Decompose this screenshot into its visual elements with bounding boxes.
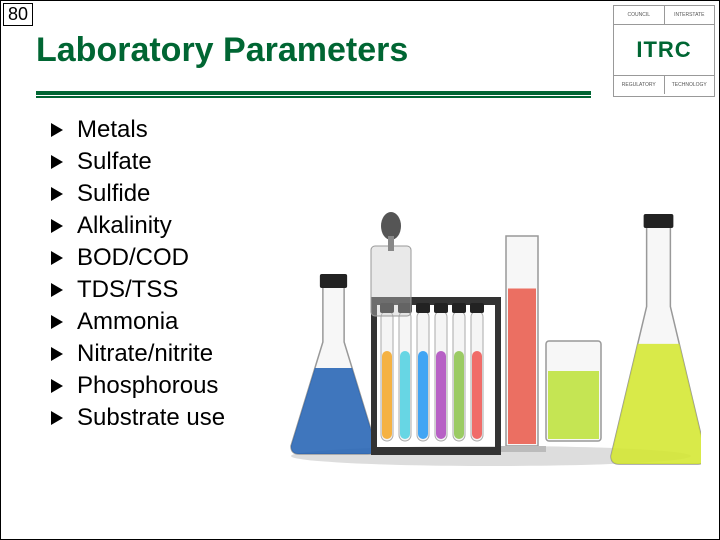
list-item: Nitrate/nitrite [51, 340, 225, 368]
logo-main: ITRC [614, 25, 714, 75]
list-item: Sulfate [51, 148, 225, 176]
bullet-icon [51, 123, 63, 137]
list-item: Metals [51, 116, 225, 144]
bullet-icon [51, 251, 63, 265]
list-item: Ammonia [51, 308, 225, 336]
slide-title: Laboratory Parameters [36, 31, 408, 70]
item-text: Sulfide [77, 180, 150, 208]
logo-bottom-left: REGULATORY [614, 76, 665, 94]
bullet-icon [51, 347, 63, 361]
list-item: Sulfide [51, 180, 225, 208]
item-text: Metals [77, 116, 148, 144]
item-text: BOD/COD [77, 244, 189, 272]
bullet-icon [51, 187, 63, 201]
title-divider [36, 91, 591, 95]
item-text: Phosphorous [77, 372, 218, 400]
item-text: Ammonia [77, 308, 178, 336]
bullet-icon [51, 283, 63, 297]
bullet-icon [51, 411, 63, 425]
bullet-icon [51, 219, 63, 233]
list-item: Alkalinity [51, 212, 225, 240]
item-text: TDS/TSS [77, 276, 178, 304]
item-text: Sulfate [77, 148, 152, 176]
list-item: Phosphorous [51, 372, 225, 400]
bullet-icon [51, 315, 63, 329]
list-item: TDS/TSS [51, 276, 225, 304]
itrc-logo: COUNCIL INTERSTATE ITRC REGULATORY TECHN… [613, 5, 715, 97]
list-item: Substrate use [51, 404, 225, 432]
parameter-list: Metals Sulfate Sulfide Alkalinity BOD/CO… [51, 116, 225, 436]
item-text: Nitrate/nitrite [77, 340, 213, 368]
item-text: Substrate use [77, 404, 225, 432]
logo-top-left: COUNCIL [614, 6, 665, 24]
bullet-icon [51, 155, 63, 169]
list-item: BOD/COD [51, 244, 225, 272]
bullet-icon [51, 379, 63, 393]
logo-top-right: INTERSTATE [665, 6, 715, 24]
logo-bottom-right: TECHNOLOGY [665, 76, 715, 94]
page-number: 80 [3, 3, 33, 26]
item-text: Alkalinity [77, 212, 172, 240]
lab-glassware-image [281, 156, 701, 466]
